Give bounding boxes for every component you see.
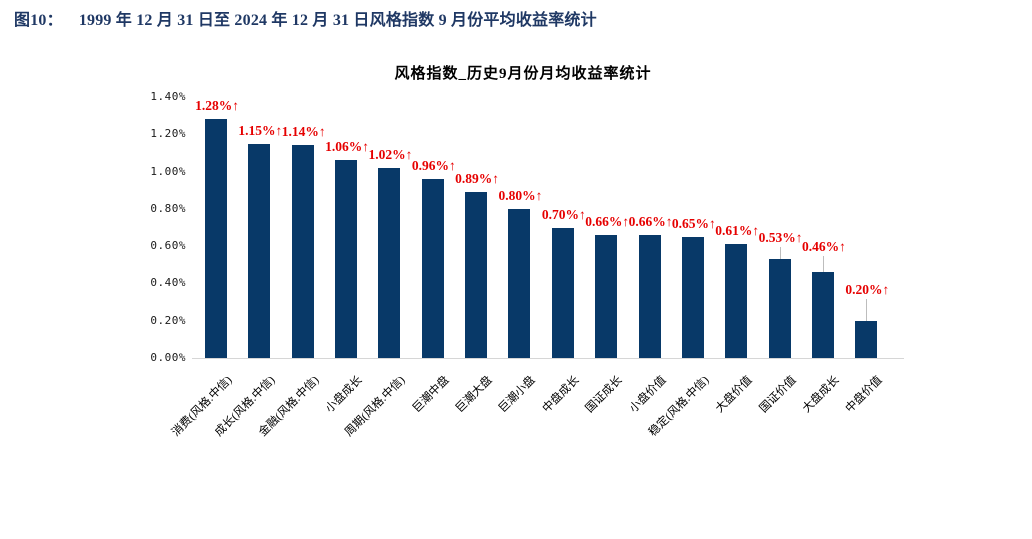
bar [248, 143, 271, 358]
bar [335, 160, 358, 358]
bar [551, 227, 574, 358]
bar [681, 236, 704, 358]
bar [465, 192, 488, 358]
x-axis-line [192, 358, 904, 359]
figure-number: 图10： [14, 12, 63, 29]
leader-line [779, 247, 781, 260]
y-axis-tick: 1.20% [150, 127, 186, 141]
leader-line [822, 256, 824, 273]
y-axis-tick: 0.60% [150, 239, 186, 253]
bar-value-label: 0.66%↑ [628, 213, 673, 229]
bar-value-label: 0.65%↑ [671, 215, 716, 231]
y-axis-tick: 1.00% [150, 164, 186, 178]
bar-value-label: 0.61%↑ [715, 223, 760, 239]
y-axis-tick: 0.80% [150, 201, 186, 215]
chart-title: 风格指数_历史9月份月均收益率统计 [394, 66, 652, 82]
bar [378, 167, 401, 358]
bar [725, 244, 748, 358]
bar [855, 320, 878, 358]
bar [508, 208, 531, 358]
y-axis-tick: 0.00% [150, 351, 186, 364]
figure-caption: 图10： 1999 年 12 月 31 日至 2024 年 12 月 31 日风格… [14, 6, 597, 30]
bar-value-label: 1.02%↑ [368, 146, 413, 162]
bar [205, 119, 227, 358]
bar-value-label: 0.66%↑ [585, 213, 630, 229]
bar [768, 259, 791, 358]
bar-value-label: 1.28%↑ [195, 98, 239, 114]
figure-title: 1999 年 12 月 31 日至 2024 年 12 月 31 日风格指数 9… [78, 12, 597, 29]
leader-line [866, 298, 868, 321]
bar-value-label: 0.20%↑ [845, 281, 890, 297]
bar-value-label: 0.53%↑ [758, 230, 803, 246]
bar-value-label: 1.14%↑ [281, 124, 326, 140]
bar-value-label: 0.80%↑ [498, 187, 543, 203]
bar [595, 234, 618, 358]
y-axis-tick: 0.40% [150, 276, 186, 290]
bar-value-label: 0.70%↑ [541, 206, 586, 222]
bar [291, 145, 314, 358]
bar-value-label: 0.46%↑ [801, 239, 846, 255]
y-axis-tick: 0.20% [150, 313, 186, 327]
bar [421, 179, 444, 358]
y-axis-tick: 1.40% [150, 90, 186, 103]
bar-value-label: 1.06%↑ [325, 139, 369, 155]
bar-value-label: 0.89%↑ [455, 171, 500, 187]
bar [638, 234, 661, 358]
bar [811, 272, 834, 358]
bar-value-label: 1.15%↑ [238, 122, 283, 138]
bar-value-label: 0.96%↑ [411, 158, 456, 174]
